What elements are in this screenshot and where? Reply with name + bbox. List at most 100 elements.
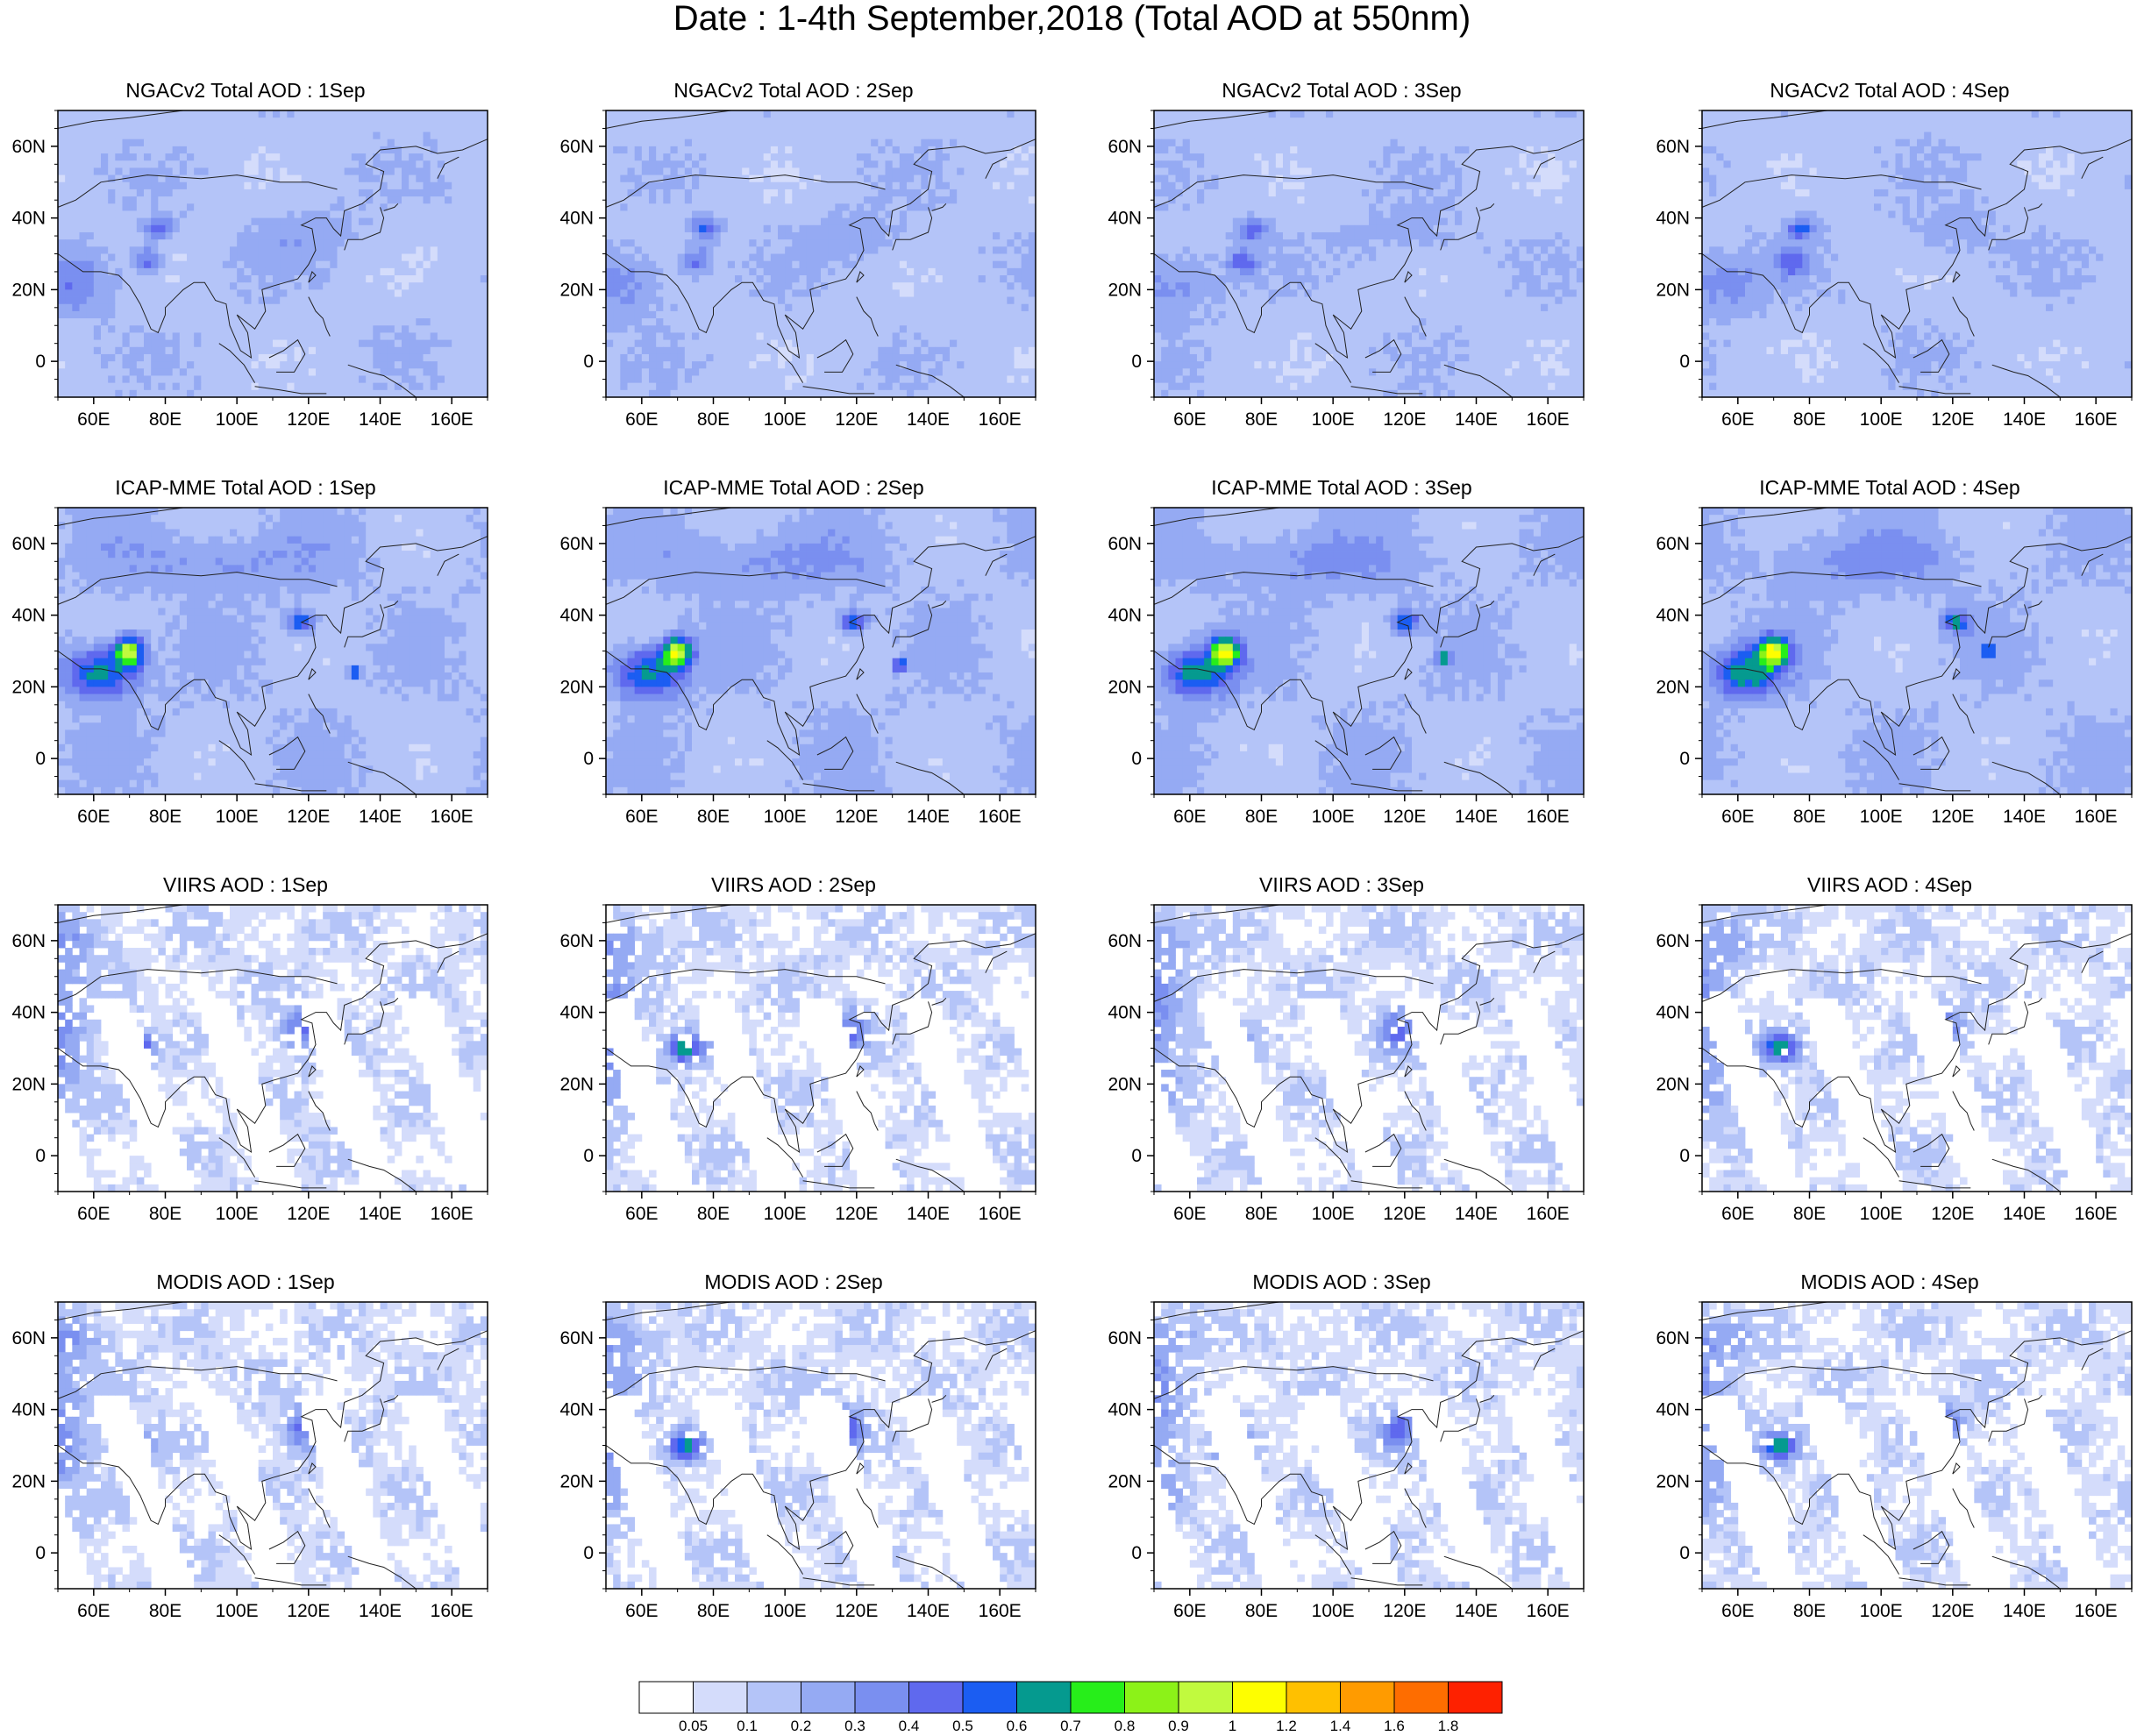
lon-tick-label: 60E [1173, 409, 1206, 430]
lon-tick-label: 100E [216, 1204, 259, 1224]
aod-field [58, 1302, 488, 1590]
lon-tick-label: 80E [1245, 807, 1278, 827]
map-panel: VIIRS AOD : 4Sep 60E 80E 100E 120E 140E 160E 60… [1644, 873, 2135, 1259]
aod-field [58, 110, 488, 398]
lat-tick-label: 40N [1108, 606, 1142, 626]
lon-tick-label: 120E [287, 807, 330, 827]
map-plot: 60E 80E 100E 120E 140E 160E 60N 40N 20N 0 [1108, 904, 1585, 1224]
lon-tick-label: 100E [764, 1204, 807, 1224]
colorbar-label: 0.5 [952, 1718, 973, 1733]
lat-tick-label: 0 [1131, 352, 1142, 372]
lon-tick-label: 140E [1455, 807, 1498, 827]
lat-tick-label: 60N [1656, 137, 1690, 157]
coastlines [1701, 904, 2133, 1192]
lon-tick-label: 120E [287, 1204, 330, 1224]
lon-tick-label: 160E [431, 1204, 474, 1224]
panel-title: ICAP-MME Total AOD : 2Sep [548, 476, 1039, 499]
map-plot: 60E 80E 100E 120E 140E 160E 60N 40N 20N 0 [11, 1301, 488, 1621]
lat-tick-label: 0 [35, 749, 46, 769]
lon-tick-label: 120E [287, 1601, 330, 1621]
lon-tick-label: 100E [764, 1601, 807, 1621]
lat-tick-label: 60N [559, 137, 594, 157]
lat-tick-label: 20N [1108, 280, 1142, 300]
colorbar-swatch [1016, 1681, 1072, 1714]
colorbar-label: 1.8 [1438, 1718, 1459, 1733]
coastlines [605, 1301, 1036, 1590]
panel-title: VIIRS AOD : 4Sep [1644, 873, 2135, 896]
lon-tick-label: 80E [149, 1601, 182, 1621]
coastlines [57, 1301, 488, 1590]
lat-tick-label: 20N [1108, 677, 1142, 697]
lat-tick-label: 20N [559, 1074, 594, 1094]
lon-tick-label: 140E [1455, 409, 1498, 430]
colorbar-label: 0.4 [899, 1718, 920, 1733]
lat-tick-label: 60N [11, 931, 46, 951]
lon-tick-label: 120E [835, 1601, 878, 1621]
aod-field [1154, 508, 1585, 795]
colorbar-swatch [1070, 1681, 1125, 1714]
aod-field [1154, 905, 1585, 1192]
map-panel: ICAP-MME Total AOD : 4Sep 60E 80E 100E 120E 1… [1644, 476, 2135, 862]
aod-field [1702, 1302, 2133, 1590]
colorbar: 0.05 0.1 0.2 0.3 0.4 0.5 0.6 0.7 0.8 0.9 1 1.2 1.4 1.… [638, 1681, 1503, 1733]
lon-tick-label: 120E [1931, 409, 1974, 430]
lat-tick-label: 60N [11, 137, 46, 157]
map-plot: 60E 80E 100E 120E 140E 160E 60N 40N 20N 0 [1108, 507, 1585, 827]
lat-tick-label: 60N [1108, 137, 1142, 157]
lon-tick-label: 60E [625, 1601, 658, 1621]
aod-field [1702, 110, 2133, 398]
lon-tick-label: 100E [216, 409, 259, 430]
lon-tick-label: 80E [149, 409, 182, 430]
lat-tick-label: 20N [1656, 1471, 1690, 1491]
lat-tick-label: 0 [1679, 1543, 1690, 1563]
colorbar-swatch [1286, 1681, 1341, 1714]
panel-title: VIIRS AOD : 3Sep [1096, 873, 1587, 896]
lat-tick-label: 40N [559, 1400, 594, 1420]
lon-tick-label: 60E [625, 807, 658, 827]
colorbar-swatch [1124, 1681, 1179, 1714]
lat-tick-label: 20N [1108, 1471, 1142, 1491]
lon-tick-label: 100E [1312, 807, 1355, 827]
lon-tick-label: 100E [764, 409, 807, 430]
lon-tick-label: 140E [359, 1601, 402, 1621]
lat-tick-label: 20N [1108, 1074, 1142, 1094]
lon-tick-label: 80E [697, 409, 730, 430]
panel-title: ICAP-MME Total AOD : 3Sep [1096, 476, 1587, 499]
map-panel: NGACv2 Total AOD : 2Sep 60E 80E 100E 120E 140… [548, 79, 1039, 465]
map-panel: MODIS AOD : 4Sep 60E 80E 100E 120E 140E 160E 60… [1644, 1270, 2135, 1656]
lon-tick-label: 140E [907, 409, 950, 430]
lon-tick-label: 60E [77, 1204, 110, 1224]
lon-tick-label: 160E [1527, 807, 1570, 827]
lon-tick-label: 140E [2003, 1204, 2046, 1224]
colorbar-label: 1.2 [1276, 1718, 1297, 1733]
lat-tick-label: 0 [35, 352, 46, 372]
lat-tick-label: 20N [1656, 677, 1690, 697]
lon-tick-label: 160E [431, 807, 474, 827]
panel-title: MODIS AOD : 4Sep [1644, 1270, 2135, 1293]
map-plot: 60E 80E 100E 120E 140E 160E 60N 40N 20N 0 [11, 110, 488, 430]
aod-field [606, 905, 1036, 1192]
colorbar-swatch [638, 1681, 694, 1714]
colorbar-label: 0.2 [791, 1718, 812, 1733]
lon-tick-label: 120E [1383, 1601, 1426, 1621]
lat-tick-label: 20N [11, 677, 46, 697]
lon-tick-label: 140E [359, 1204, 402, 1224]
map-panel: VIIRS AOD : 2Sep 60E 80E 100E 120E 140E 160E 60… [548, 873, 1039, 1259]
lon-tick-label: 120E [835, 409, 878, 430]
map-plot: 60E 80E 100E 120E 140E 160E 60N 40N 20N 0 [559, 110, 1036, 430]
aod-field [58, 905, 488, 1192]
lon-tick-label: 60E [77, 807, 110, 827]
figure-title: Date : 1-4th September,2018 (Total AOD a… [0, 0, 2144, 37]
lat-tick-label: 20N [11, 280, 46, 300]
lon-tick-label: 100E [1312, 1204, 1355, 1224]
colorbar-label: 1.4 [1330, 1718, 1351, 1733]
lon-tick-label: 160E [431, 409, 474, 430]
lon-tick-label: 140E [1455, 1204, 1498, 1224]
colorbar-label: 1.6 [1384, 1718, 1405, 1733]
lon-tick-label: 140E [2003, 807, 2046, 827]
panel-title: NGACv2 Total AOD : 4Sep [1644, 79, 2135, 102]
lat-tick-label: 40N [11, 606, 46, 626]
lat-tick-label: 0 [583, 749, 594, 769]
colorbar-swatch [962, 1681, 1017, 1714]
lon-tick-label: 80E [149, 1204, 182, 1224]
